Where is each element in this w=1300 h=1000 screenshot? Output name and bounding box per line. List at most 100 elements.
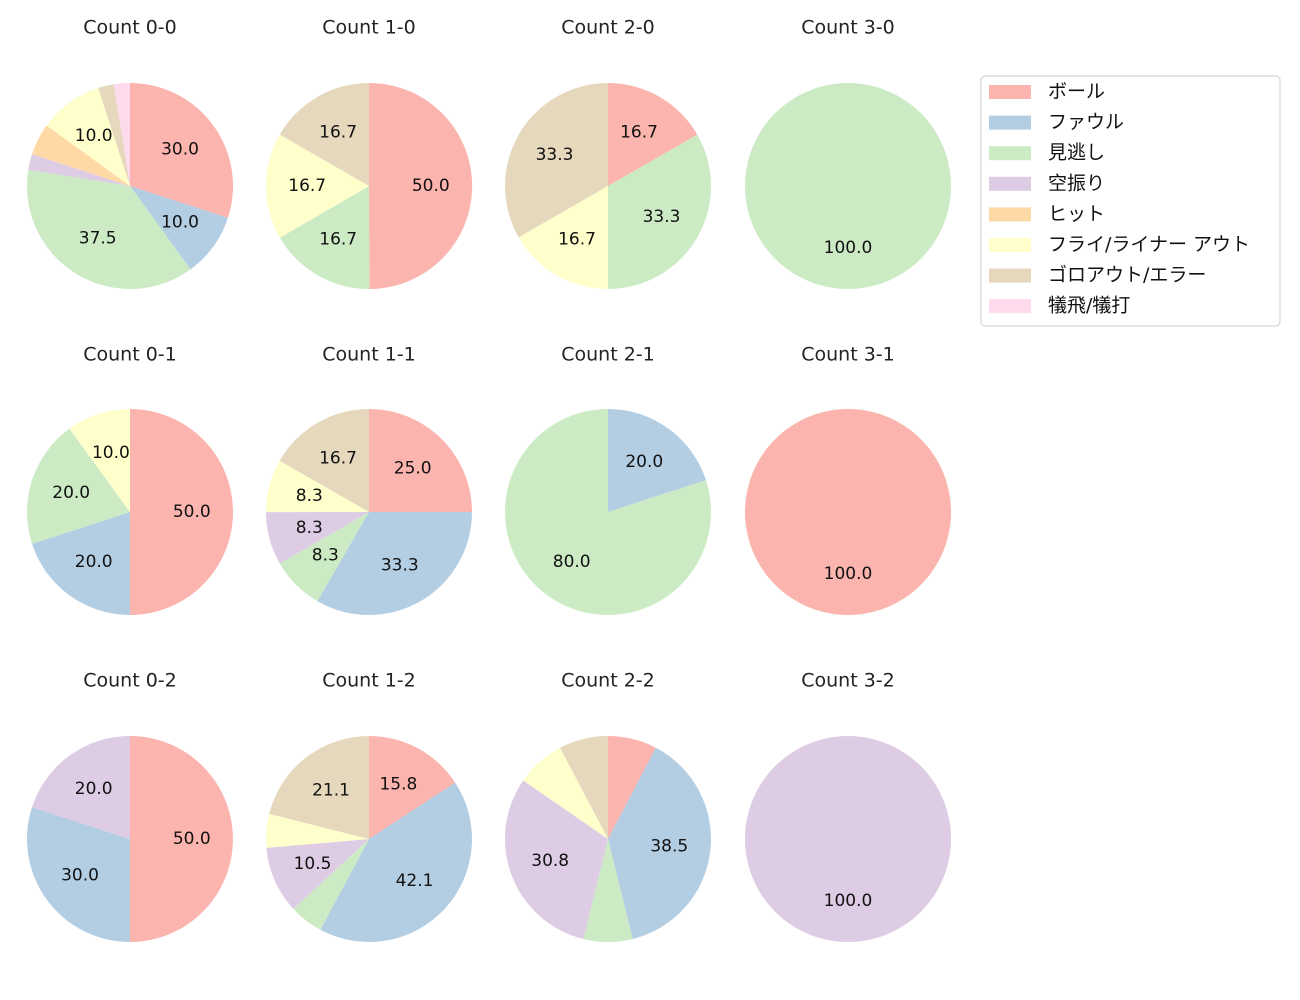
slice-label: 20.0 [52, 483, 90, 503]
pie-slice [265, 813, 369, 848]
pie-slice [266, 512, 369, 564]
pie-slice [46, 88, 130, 186]
pie-title: Count 0-2 [83, 670, 177, 692]
slice-label: 33.3 [381, 556, 419, 576]
slice-label: 37.5 [79, 229, 117, 249]
pie-slice [32, 736, 130, 839]
legend-item: ゴロアウト/エラー [989, 264, 1206, 286]
slice-label: 50.0 [412, 176, 450, 196]
pie-slice [98, 84, 130, 186]
pie-slice [505, 83, 608, 238]
pie-slice [130, 409, 233, 615]
pie-count-1-0: Count 1-0 50.0 16.7 16.7 16.7 [266, 17, 473, 290]
pie-slice [279, 409, 369, 512]
pie-title: Count 2-0 [561, 17, 655, 39]
slice-label: 33.3 [643, 207, 681, 227]
slice-label: 100.0 [824, 238, 873, 258]
pie-title: Count 3-2 [801, 670, 895, 692]
slice-label: 16.7 [620, 123, 658, 143]
pie-slice [32, 512, 130, 615]
pie-title: Count 2-1 [561, 344, 655, 366]
slice-label: 21.1 [312, 780, 350, 800]
pie-slice [27, 169, 191, 289]
legend-item: フライ/ライナー アウト [989, 234, 1250, 256]
pie-slice [266, 839, 369, 909]
slice-label: 50.0 [173, 502, 211, 522]
pie-slice [130, 83, 234, 218]
slice-label: 30.0 [161, 140, 199, 160]
slice-label: 100.0 [824, 564, 873, 584]
pie-slice [26, 807, 130, 942]
pie-slice [279, 186, 370, 290]
pie-slice [279, 83, 369, 186]
legend-swatch [989, 176, 1031, 191]
pie-title: Count 0-1 [83, 344, 177, 366]
pie-count-3-1: Count 3-1 100.0 [745, 344, 951, 615]
pie-slice [266, 134, 369, 238]
pie-slice [265, 460, 369, 513]
pie-slice [745, 83, 951, 289]
pie-slice [369, 736, 456, 839]
legend-label: ボール [1048, 81, 1105, 103]
pie-title: Count 2-2 [561, 670, 655, 692]
legend-label: ヒット [1048, 203, 1105, 225]
legend-label: フライ/ライナー アウト [1048, 234, 1250, 256]
pie-title: Count 3-0 [801, 17, 895, 39]
pie-title: Count 1-2 [322, 670, 416, 692]
pie-count-3-2: Count 3-2 100.0 [745, 670, 951, 942]
legend-swatch [989, 115, 1031, 130]
legend-swatch [989, 238, 1031, 252]
slice-label: 16.7 [319, 230, 357, 250]
slice-label: 80.0 [553, 552, 591, 572]
pie-count-0-0: Count 0-0 30.0 10.0 37.5 10.0 [27, 17, 234, 289]
slice-label: 16.7 [288, 176, 326, 196]
legend-swatch [989, 207, 1031, 222]
pie-count-2-1: Count 2-1 20.0 80.0 [505, 344, 712, 615]
slice-label: 16.7 [558, 230, 596, 250]
pie-count-0-1: Count 0-150.020.020.010.0 [26, 344, 233, 615]
slice-label: 25.0 [394, 458, 432, 478]
slice-label: 10.5 [294, 854, 332, 874]
pie-slice [69, 409, 130, 512]
slice-label: 8.3 [296, 518, 323, 538]
pie-slice [608, 747, 712, 940]
pie-slice [369, 82, 473, 289]
pie-slice [279, 512, 369, 602]
legend-swatch [989, 85, 1031, 99]
pie-title: Count 3-1 [801, 344, 895, 366]
legend-label: 空振り [1048, 172, 1105, 194]
pie-slice [130, 186, 228, 270]
pie-slice [320, 782, 472, 942]
pie-title: Count 1-1 [322, 344, 416, 366]
legend-swatch [989, 268, 1031, 283]
pie-slice [523, 747, 608, 839]
slice-label: 33.3 [536, 145, 574, 165]
slice-label: 20.0 [75, 552, 113, 572]
pie-slice [130, 736, 233, 942]
legend-item: 空振り [989, 172, 1105, 194]
pie-count-1-1: Count 1-1 25.0 33.3 8.3 8.3 8.3 16.7 [265, 344, 473, 616]
pie-slice [293, 839, 369, 930]
slice-label: 20.0 [75, 779, 113, 799]
pie-slice [28, 154, 130, 186]
legend-swatch [989, 146, 1031, 161]
slice-label: 30.0 [61, 865, 99, 885]
pie-slice [269, 736, 369, 839]
legend-swatch [989, 299, 1031, 314]
pie-slice [32, 125, 130, 186]
slice-label: 16.7 [319, 123, 357, 143]
legend-item: ボール [989, 81, 1105, 103]
legend-item: ヒット [989, 203, 1105, 225]
legend-item: 犠飛/犠打 [989, 295, 1130, 317]
legend-label: ファウル [1048, 111, 1124, 133]
legend-label: 犠飛/犠打 [1048, 295, 1130, 317]
slice-label: 100.0 [824, 891, 873, 911]
slice-label: 42.1 [396, 871, 434, 891]
slice-label: 8.3 [296, 486, 323, 506]
pie-count-2-0: Count 2-0 16.7 33.3 16.7 33.3 [505, 17, 711, 289]
slice-label: 10.0 [92, 443, 130, 463]
slice-label: 38.5 [650, 836, 688, 856]
pie-slice [369, 408, 473, 513]
